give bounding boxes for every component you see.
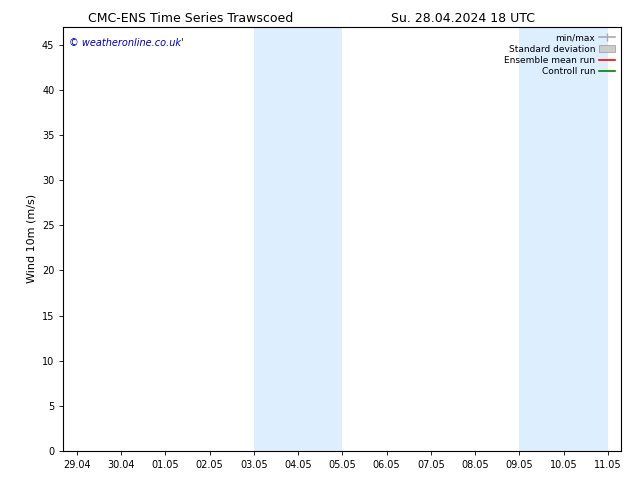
Text: © weatheronline.co.uk': © weatheronline.co.uk' (69, 38, 184, 48)
Bar (254, 27, 342, 451)
Bar (519, 27, 608, 451)
Legend: min/max, Standard deviation, Ensemble mean run, Controll run: min/max, Standard deviation, Ensemble me… (502, 31, 617, 78)
Text: CMC-ENS Time Series Trawscoed: CMC-ENS Time Series Trawscoed (87, 12, 293, 25)
Y-axis label: Wind 10m (m/s): Wind 10m (m/s) (27, 195, 36, 283)
Text: Su. 28.04.2024 18 UTC: Su. 28.04.2024 18 UTC (391, 12, 535, 25)
